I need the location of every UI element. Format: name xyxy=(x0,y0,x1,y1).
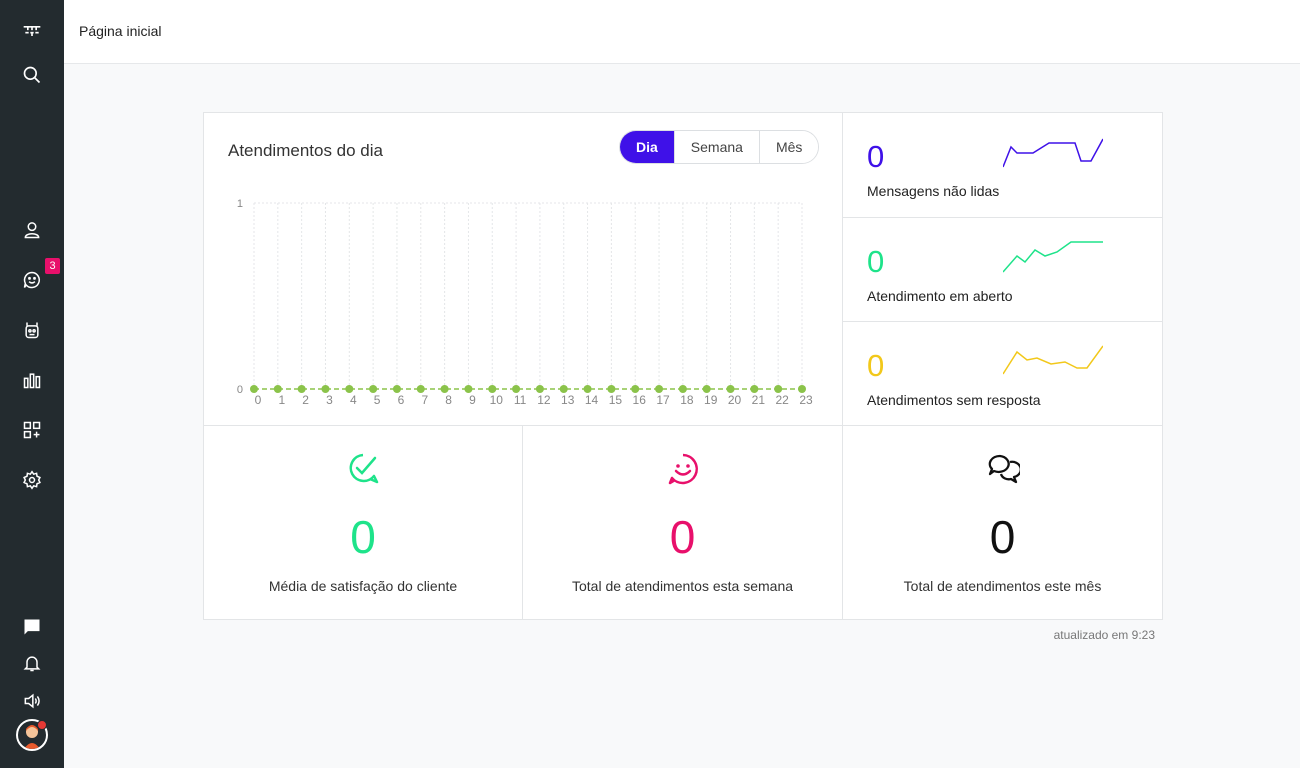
sidebar: 3 xyxy=(0,0,64,768)
gear-icon[interactable] xyxy=(20,468,44,492)
tab-semana[interactable]: Semana xyxy=(673,131,759,163)
tab-mes[interactable]: Mês xyxy=(758,131,819,163)
contacts-icon[interactable] xyxy=(20,218,44,242)
data-point xyxy=(726,385,735,393)
data-point xyxy=(369,385,378,393)
bot-icon[interactable] xyxy=(20,318,44,342)
x-tick-label: 15 xyxy=(609,393,623,407)
reports-icon[interactable] xyxy=(20,368,44,392)
stat-value: 0 xyxy=(867,139,885,174)
stat-value: 0 xyxy=(867,348,885,383)
topbar: Página inicial xyxy=(64,0,1300,64)
check-chat-icon xyxy=(349,453,379,484)
stat-card-open: 0 Atendimento em aberto xyxy=(842,217,1163,323)
week-total-card: 0 Total de atendimentos esta semana xyxy=(522,425,843,620)
page-title: Página inicial xyxy=(79,23,162,39)
data-point xyxy=(750,385,759,393)
y-tick-label: 0 xyxy=(237,384,243,396)
x-tick-label: 13 xyxy=(561,393,575,407)
sparkline xyxy=(1003,345,1103,375)
data-point xyxy=(440,385,449,393)
data-point xyxy=(607,385,616,393)
stat-label: Mensagens não lidas xyxy=(867,183,1000,199)
x-tick-label: 14 xyxy=(585,393,599,407)
x-tick-label: 11 xyxy=(514,393,527,407)
data-point xyxy=(631,385,640,393)
data-point xyxy=(416,385,425,393)
logo-icon[interactable] xyxy=(20,19,44,43)
chat-bubbles-icon xyxy=(988,454,1020,484)
period-selector: Dia Semana Mês xyxy=(619,130,820,164)
x-tick-label: 1 xyxy=(278,393,285,407)
stat-card-no-response: 0 Atendimentos sem resposta xyxy=(842,321,1163,427)
x-tick-label: 20 xyxy=(728,393,742,407)
chat-smiley-icon[interactable] xyxy=(20,268,44,292)
stat-card-unread: 0 Mensagens não lidas xyxy=(842,112,1163,218)
data-point xyxy=(250,385,258,393)
x-tick-label: 17 xyxy=(656,393,670,407)
x-tick-label: 0 xyxy=(255,393,262,407)
x-tick-label: 19 xyxy=(704,393,718,407)
x-tick-label: 7 xyxy=(421,393,428,407)
data-point xyxy=(774,385,783,393)
satisfaction-card: 0 Média de satisfação do cliente xyxy=(203,425,523,620)
week-total-value: 0 xyxy=(669,511,696,563)
x-tick-label: 5 xyxy=(374,393,381,407)
data-point xyxy=(655,385,664,393)
data-point xyxy=(464,385,473,393)
data-point xyxy=(798,385,806,393)
data-point xyxy=(583,385,592,393)
month-total-label: Total de atendimentos este mês xyxy=(903,578,1102,594)
data-point xyxy=(321,385,330,393)
week-total-label: Total de atendimentos esta semana xyxy=(571,578,794,594)
x-tick-label: 2 xyxy=(302,393,309,407)
data-point xyxy=(535,385,544,393)
sparkline xyxy=(1003,138,1103,168)
updated-timestamp: atualizado em 9:23 xyxy=(1053,628,1155,642)
chart-title: Atendimentos do dia xyxy=(228,141,383,160)
chat-badge: 3 xyxy=(45,258,60,274)
x-tick-label: 4 xyxy=(350,393,357,407)
stat-value: 0 xyxy=(867,244,885,279)
x-tick-label: 18 xyxy=(680,393,694,407)
line-chart: 010 1 2 3 4 5 6 7 8 9 10 11 12 13 14 15 16 17 18 19 20 21 22 23 xyxy=(237,198,813,407)
speaker-icon[interactable] xyxy=(20,689,44,713)
x-tick-label: 23 xyxy=(799,393,813,407)
x-tick-label: 12 xyxy=(537,393,551,407)
x-tick-label: 22 xyxy=(775,393,789,407)
month-total-value: 0 xyxy=(989,511,1016,563)
search-icon[interactable] xyxy=(20,63,44,87)
apps-icon[interactable] xyxy=(20,418,44,442)
stat-label: Atendimento em aberto xyxy=(867,288,1013,304)
x-tick-label: 9 xyxy=(469,393,476,407)
month-total-card: 0 Total de atendimentos este mês xyxy=(842,425,1163,620)
data-point xyxy=(559,385,568,393)
x-tick-label: 10 xyxy=(490,393,504,407)
data-point xyxy=(345,385,354,393)
message-icon[interactable] xyxy=(20,615,44,639)
data-point xyxy=(488,385,497,393)
data-point xyxy=(678,385,687,393)
bell-icon[interactable] xyxy=(20,651,44,675)
x-tick-label: 16 xyxy=(633,393,647,407)
stat-label: Atendimentos sem resposta xyxy=(867,392,1041,408)
data-point xyxy=(512,385,521,393)
x-tick-label: 8 xyxy=(445,393,452,407)
x-tick-label: 21 xyxy=(752,393,766,407)
smiley-icon xyxy=(668,453,698,485)
x-tick-label: 3 xyxy=(326,393,333,407)
data-point xyxy=(392,385,401,393)
status-dot xyxy=(37,720,47,730)
y-tick-label: 1 xyxy=(237,198,243,210)
sparkline xyxy=(1003,241,1103,273)
data-point xyxy=(702,385,711,393)
satisfaction-value: 0 xyxy=(350,511,376,563)
satisfaction-label: Média de satisfação do cliente xyxy=(268,578,458,594)
x-tick-label: 6 xyxy=(398,393,405,407)
data-point xyxy=(273,385,282,393)
data-point xyxy=(297,385,306,393)
tab-dia[interactable]: Dia xyxy=(620,131,674,163)
